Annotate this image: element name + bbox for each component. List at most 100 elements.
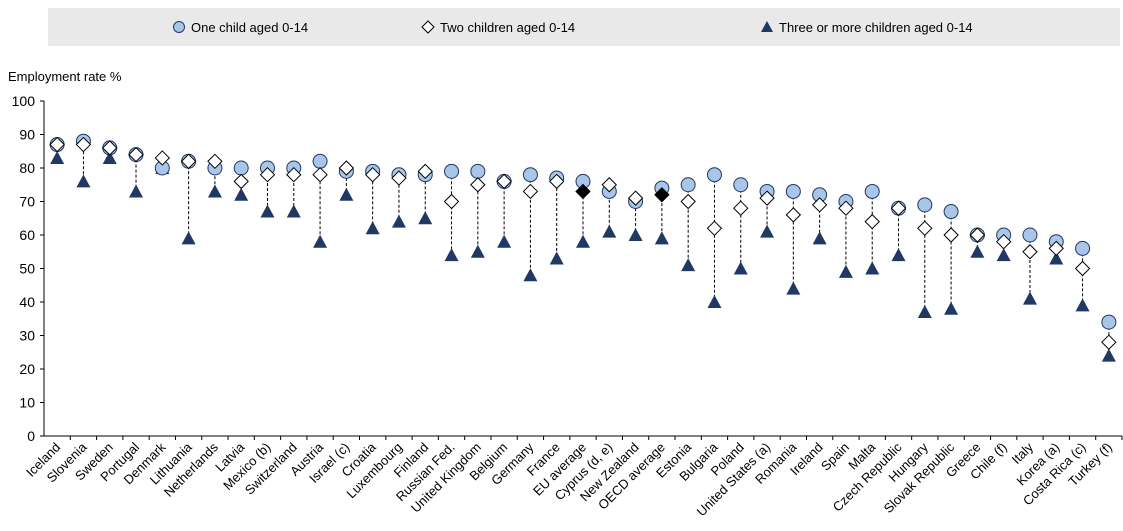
point-two-children	[733, 200, 749, 216]
point-three-children	[707, 295, 722, 308]
point-two-children	[233, 173, 249, 190]
point-one-child	[444, 163, 460, 179]
legend-label-one-child: One child aged 0-14	[191, 19, 309, 35]
point-two-children-average	[654, 187, 670, 203]
legend-item-three-children: Three or more children aged 0-14	[760, 8, 973, 46]
point-three-children	[786, 281, 801, 295]
point-one-child	[312, 153, 328, 169]
point-one-child	[680, 177, 696, 193]
y-tick-label: 10	[19, 395, 35, 411]
point-two-children	[785, 207, 802, 223]
point-two-children	[1048, 240, 1064, 257]
point-two-children	[838, 200, 854, 216]
y-tick-label: 20	[19, 361, 35, 377]
point-one-child	[522, 167, 538, 183]
point-two-children	[286, 166, 302, 183]
y-tick-label: 60	[19, 227, 35, 243]
point-two-children	[627, 190, 644, 206]
point-three-children	[654, 231, 669, 245]
chart-legend: One child aged 0-14 Two children aged 0-…	[48, 8, 1120, 46]
legend-circle-marker	[173, 21, 185, 33]
point-three-children	[234, 187, 249, 201]
y-tick-label: 0	[27, 428, 35, 444]
legend-item-two-children: Two children aged 0-14	[421, 8, 575, 46]
point-two-children	[364, 166, 381, 183]
point-two-children	[180, 153, 197, 170]
y-tick-label: 40	[19, 294, 35, 310]
point-two-children	[470, 177, 486, 193]
point-two-children	[312, 166, 328, 183]
legend-label-three-children: Three or more children aged 0-14	[779, 19, 973, 35]
point-three-children	[891, 248, 906, 262]
point-two-children	[759, 190, 775, 206]
point-three-children	[1022, 291, 1037, 305]
point-three-children	[812, 231, 827, 245]
point-three-children	[76, 174, 91, 188]
point-three-children	[1049, 251, 1064, 265]
point-one-child	[917, 197, 933, 213]
point-three-children	[917, 305, 932, 319]
point-two-children	[680, 193, 696, 210]
point-three-children	[602, 224, 617, 238]
y-tick-label: 100	[12, 93, 36, 109]
point-two-children	[49, 136, 65, 153]
point-three-children	[365, 221, 380, 235]
point-three-children	[681, 258, 696, 272]
point-two-children-average	[575, 183, 591, 200]
legend-label-two-children: Two children aged 0-14	[440, 19, 576, 35]
legend-item-one-child: One child aged 0-14	[172, 8, 308, 46]
point-two-children	[1074, 260, 1091, 277]
point-three-children	[207, 184, 222, 198]
point-three-children	[339, 187, 354, 201]
x-tick-label: Spain	[818, 440, 852, 474]
point-three-children	[102, 150, 117, 164]
point-three-children	[286, 204, 301, 218]
point-one-child	[733, 177, 749, 193]
point-two-children	[1101, 334, 1117, 350]
point-one-child	[470, 163, 486, 179]
point-three-children	[418, 211, 433, 225]
point-three-children	[444, 248, 459, 262]
point-two-children	[154, 150, 171, 166]
point-two-children	[601, 177, 617, 193]
point-three-children	[733, 261, 748, 275]
point-two-children	[75, 136, 92, 153]
point-three-children	[944, 301, 959, 315]
point-two-children	[417, 163, 433, 180]
y-tick-label: 80	[19, 160, 35, 176]
point-three-children	[996, 248, 1011, 262]
point-two-children	[549, 173, 565, 190]
point-two-children	[391, 170, 407, 186]
point-one-child	[785, 183, 801, 199]
point-three-children	[628, 228, 643, 241]
point-two-children	[995, 233, 1012, 250]
point-one-child	[1022, 227, 1038, 243]
point-three-children	[576, 234, 590, 248]
point-two-children	[864, 213, 880, 230]
point-one-child	[233, 160, 249, 176]
point-two-children	[969, 227, 986, 243]
point-three-children	[970, 244, 985, 258]
point-two-children	[338, 160, 355, 176]
point-one-child	[1075, 240, 1091, 256]
point-two-children	[207, 153, 223, 170]
point-two-children	[522, 183, 539, 200]
point-three-children	[865, 261, 880, 275]
y-tick-label: 50	[19, 261, 35, 277]
point-three-children	[181, 231, 196, 245]
point-three-children	[760, 224, 775, 238]
legend-triangle-marker	[761, 21, 773, 32]
point-three-children	[313, 234, 328, 248]
point-two-children	[443, 193, 460, 210]
point-two-children	[890, 200, 907, 216]
point-one-child	[864, 183, 880, 199]
point-three-children	[523, 268, 538, 282]
point-three-children	[260, 204, 275, 218]
point-three-children	[1075, 298, 1090, 312]
point-three-children	[1101, 348, 1116, 362]
point-one-child	[1101, 314, 1117, 330]
y-tick-label: 90	[19, 127, 35, 143]
point-two-children	[943, 227, 959, 243]
y-tick-label: 70	[19, 194, 35, 210]
